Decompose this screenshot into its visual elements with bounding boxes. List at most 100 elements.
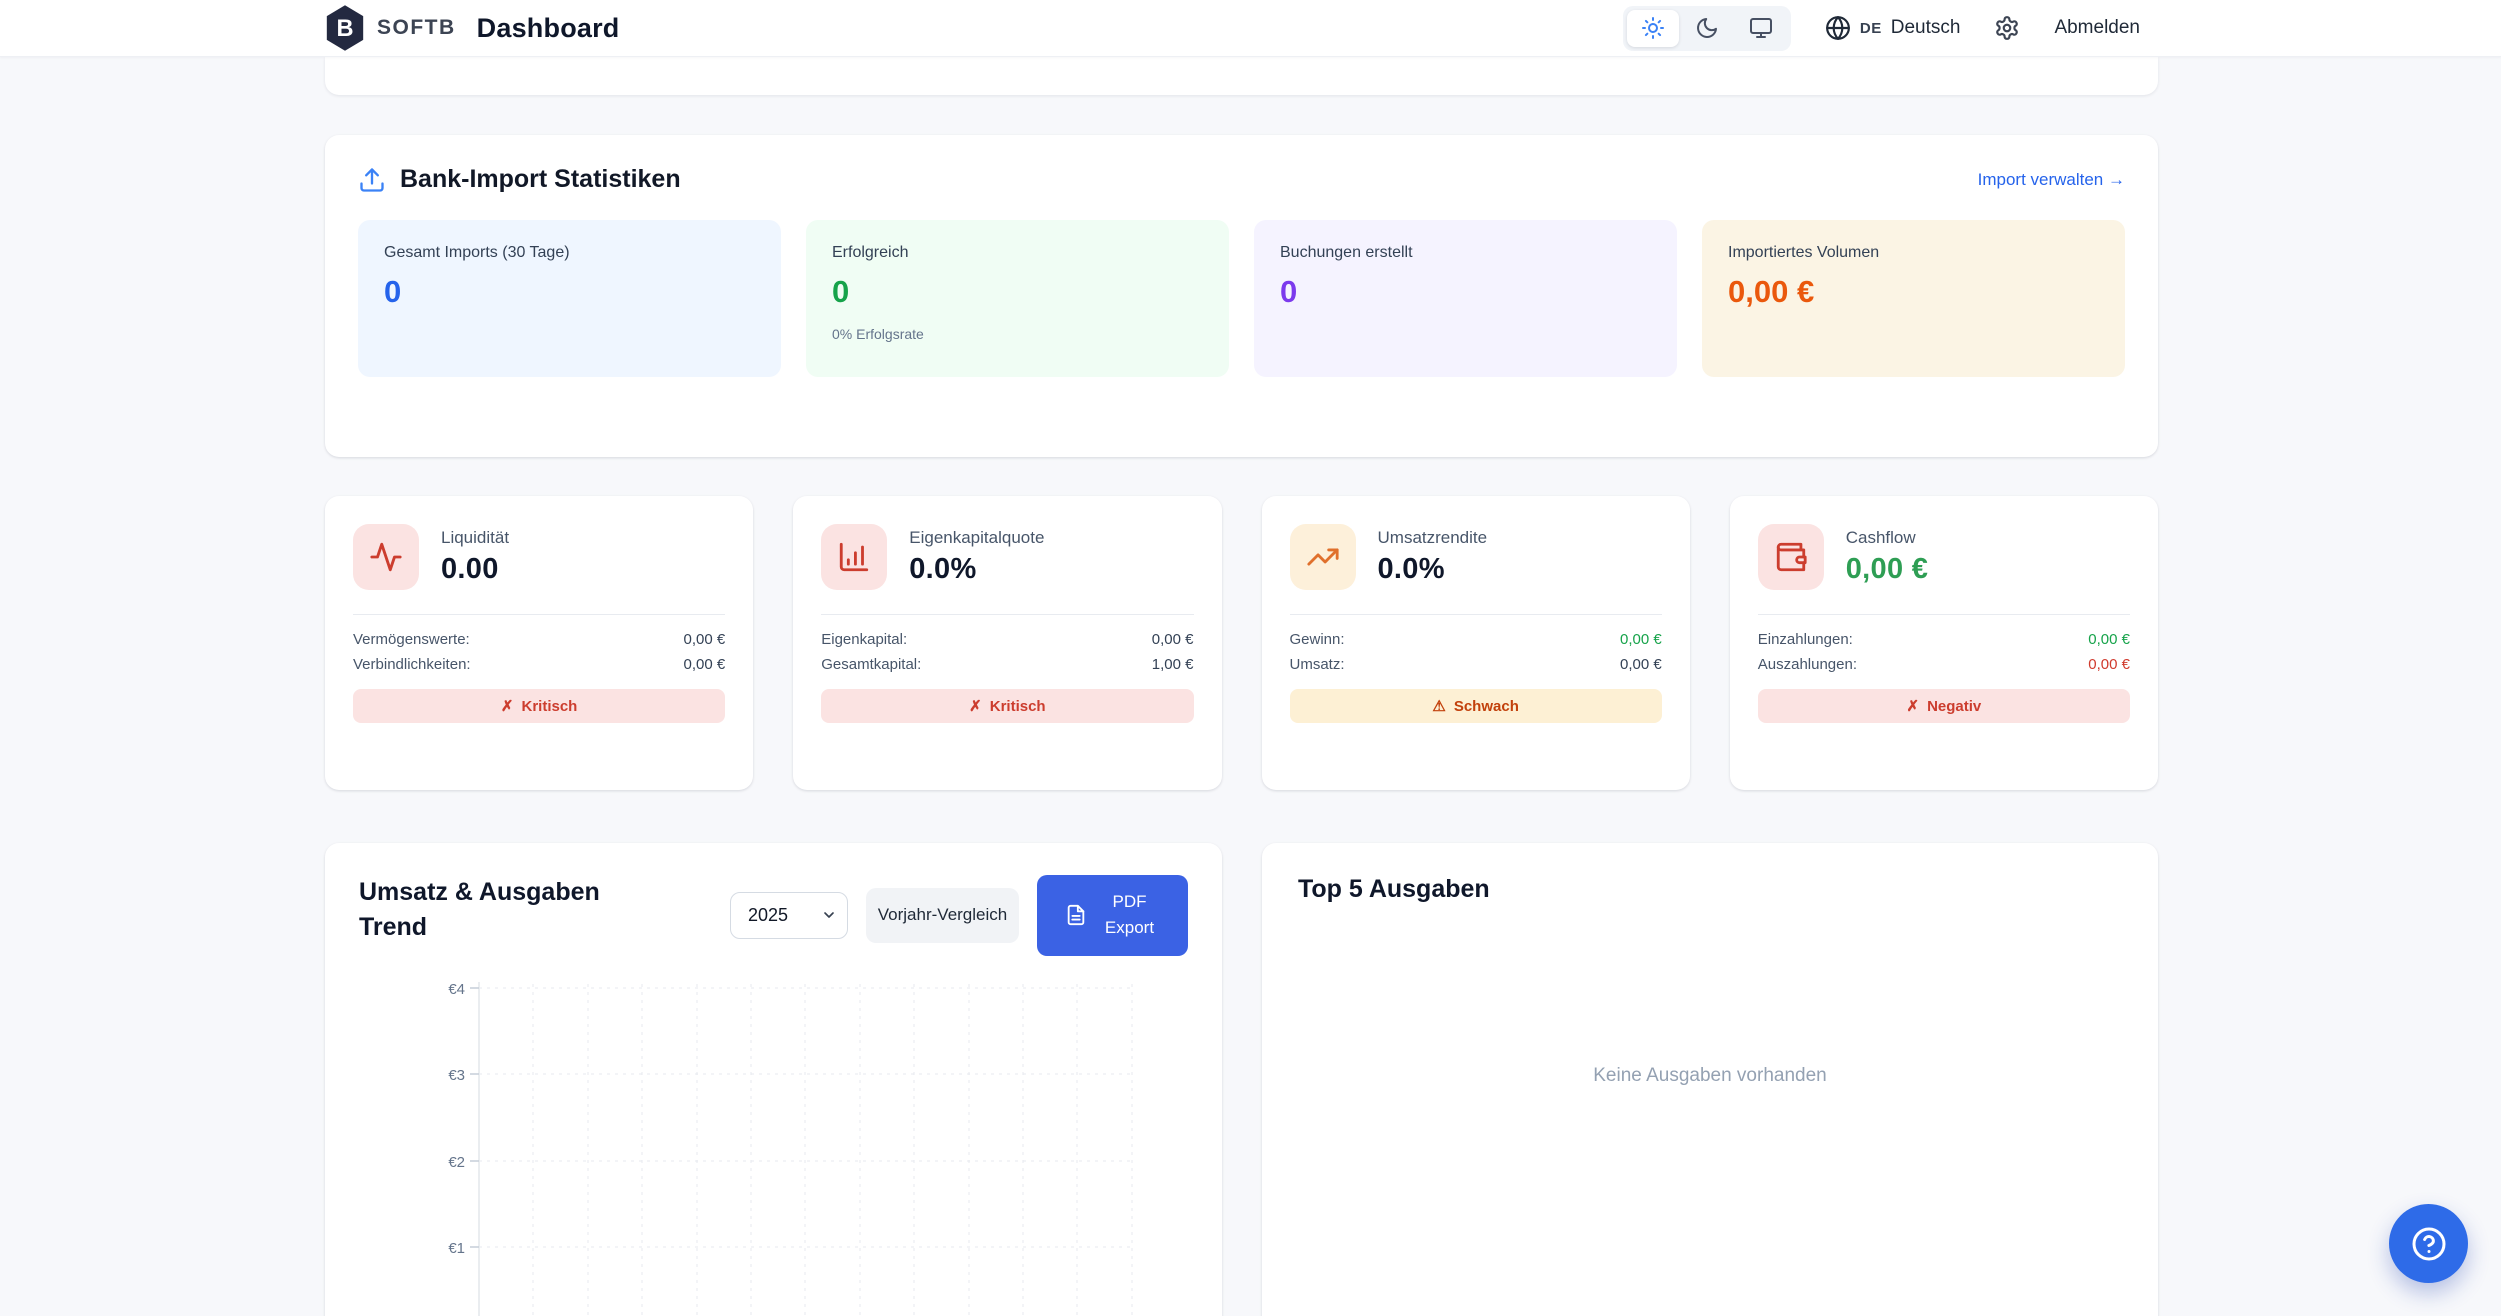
- divider: [353, 614, 726, 615]
- bank-import-card: Bank-Import Statistiken Import verwalten…: [325, 135, 2158, 457]
- language-label: Deutsch: [1890, 17, 1961, 38]
- empty-state-text: Keine Ausgaben vorhanden: [1593, 1065, 1827, 1086]
- row-label: Einzahlungen:: [1757, 631, 1853, 648]
- bank-import-title: Bank-Import Statistiken: [400, 165, 681, 193]
- x-mark-icon: ✗: [500, 698, 514, 715]
- kpi-title: Umsatzrendite: [1377, 528, 1488, 547]
- badge-text: Schwach: [1453, 697, 1519, 715]
- app-header: B SOFTB Dashboard: [0, 0, 2501, 57]
- kpi-row: Liquidität 0.00 Vermögenswerte: 0,00 € Ve…: [325, 496, 2158, 790]
- divider: [821, 614, 1194, 615]
- stat-value: 0: [1280, 274, 1298, 309]
- language-switcher[interactable]: DE Deutsch: [1825, 15, 1961, 41]
- row-label: Gewinn:: [1289, 631, 1345, 648]
- kpi-value: 0.0%: [1377, 553, 1445, 585]
- trend-chart-title: Umsatz & Ausgaben Trend: [359, 878, 600, 941]
- kpi-card-liquidity: Liquidität 0.00 Vermögenswerte: 0,00 € Ve…: [325, 496, 754, 790]
- y-tick-3: €3: [448, 1067, 465, 1084]
- kpi-card-cashflow: Cashflow 0,00 € Einzahlungen: 0,00 € Ausz…: [1729, 496, 2158, 790]
- x-mark-icon: ✗: [969, 698, 982, 715]
- settings-button[interactable]: [1994, 15, 2020, 41]
- kpi-card-equity-ratio: Eigenkapitalquote 0.0% Eigenkapital: 0,00…: [793, 496, 1222, 790]
- bottom-row: Umsatz & Ausgaben Trend 2025 Vorjahr-Ver…: [325, 843, 2158, 1316]
- row-label: Eigenkapital:: [821, 631, 908, 648]
- kpi-title: Eigenkapitalquote: [909, 528, 1045, 547]
- year-select[interactable]: 2025: [730, 891, 848, 939]
- kpi-value: 0.0%: [909, 553, 977, 585]
- warning-icon: ⚠: [1432, 698, 1446, 715]
- language-code: DE: [1859, 19, 1882, 37]
- gear-icon: [1994, 15, 2020, 41]
- question-icon: [2411, 1226, 2447, 1262]
- row-value: 0,00 €: [2088, 631, 2130, 648]
- theme-light-button[interactable]: [1626, 9, 1679, 47]
- row-value: 1,00 €: [1151, 656, 1194, 673]
- globe-icon: [1825, 15, 1851, 41]
- row-value: 0,00 €: [683, 656, 726, 673]
- moon-icon: [1695, 16, 1719, 40]
- kpi-title: Liquidität: [441, 528, 510, 547]
- stat-value: 0: [832, 274, 850, 309]
- logout-link[interactable]: Abmelden: [2054, 17, 2140, 38]
- status-badge: ✗ Kritisch: [821, 689, 1194, 723]
- monitor-icon: [1749, 16, 1773, 40]
- pdf-export-button[interactable]: PDF Export: [1037, 875, 1188, 956]
- softb-logo-icon: B: [325, 5, 365, 51]
- wallet-icon: [1757, 524, 1824, 590]
- row-value: 0,00 €: [683, 631, 726, 648]
- y-tick-1: €1: [448, 1240, 465, 1257]
- stat-label: Buchungen erstellt: [1280, 244, 1413, 261]
- theme-dark-button[interactable]: [1681, 10, 1733, 47]
- y-tick-4: €4: [448, 981, 465, 998]
- x-mark-icon: ✗: [1906, 698, 1920, 715]
- y-tick-2: €2: [448, 1154, 465, 1171]
- brand-logo[interactable]: B SOFTB: [325, 5, 456, 51]
- upload-icon: [358, 166, 386, 194]
- bar-chart-icon: [821, 524, 888, 590]
- status-badge: ✗ Kritisch: [353, 689, 726, 723]
- stat-subtext: 0% Erfolgsrate: [832, 326, 924, 342]
- stat-successful: Erfolgreich 0 0% Erfolgsrate: [806, 220, 1229, 377]
- kpi-card-return-on-sales: Umsatzrendite 0.0% Gewinn: 0,00 € Umsatz:…: [1261, 496, 1690, 790]
- kpi-title: Cashflow: [1845, 528, 1916, 547]
- kpi-value: 0.00: [441, 553, 499, 585]
- trending-up-icon: [1289, 524, 1356, 590]
- stat-label: Importiertes Volumen: [1728, 244, 1880, 261]
- manage-imports-link[interactable]: Import verwalten →: [1977, 169, 2125, 189]
- stat-bookings-created: Buchungen erstellt 0: [1254, 220, 1677, 377]
- stat-label: Gesamt Imports (30 Tage): [384, 244, 570, 261]
- badge-text: Negativ: [1927, 697, 1982, 715]
- kpi-value: 0,00 €: [1845, 553, 1929, 585]
- status-badge: ⚠ Schwach: [1289, 689, 1662, 723]
- top-expenses-title: Top 5 Ausgaben: [1298, 875, 1490, 903]
- row-value: 0,00 €: [2088, 656, 2130, 673]
- divider: [1757, 614, 2130, 615]
- bank-import-stats: Gesamt Imports (30 Tage) 0 Erfolgreich 0…: [358, 220, 2125, 377]
- row-value: 0,00 €: [1151, 631, 1194, 648]
- pdf-export-label: PDF Export: [1104, 892, 1155, 938]
- sun-icon: [1641, 16, 1665, 40]
- theme-system-button[interactable]: [1735, 10, 1787, 47]
- trend-chart: €4 €3 €2 €1: [359, 978, 1188, 1316]
- trend-chart-card: Umsatz & Ausgaben Trend 2025 Vorjahr-Ver…: [325, 843, 1222, 1316]
- row-label: Gesamtkapital:: [821, 656, 922, 673]
- stat-label: Erfolgreich: [832, 244, 909, 261]
- file-text-icon: [1065, 904, 1087, 926]
- row-label: Vermögenswerte:: [353, 631, 470, 648]
- badge-text: Kritisch: [989, 697, 1046, 715]
- activity-icon: [353, 524, 419, 590]
- help-button[interactable]: [2389, 1204, 2468, 1283]
- previous-year-compare-button[interactable]: Vorjahr-Vergleich: [866, 888, 1019, 943]
- stat-value: 0,00 €: [1728, 274, 1815, 309]
- row-value: 0,00 €: [1620, 656, 1662, 673]
- status-badge: ✗ Negativ: [1757, 689, 2130, 723]
- stat-value: 0: [384, 274, 402, 309]
- brand-name: SOFTB: [377, 16, 456, 39]
- row-label: Umsatz:: [1289, 656, 1345, 673]
- row-label: Auszahlungen:: [1757, 656, 1857, 673]
- badge-text: Kritisch: [521, 697, 578, 715]
- svg-text:B: B: [336, 16, 353, 42]
- page-title: Dashboard: [476, 12, 620, 43]
- stat-imported-volume: Importiertes Volumen 0,00 €: [1702, 220, 2125, 377]
- partial-card-above: [325, 57, 2158, 95]
